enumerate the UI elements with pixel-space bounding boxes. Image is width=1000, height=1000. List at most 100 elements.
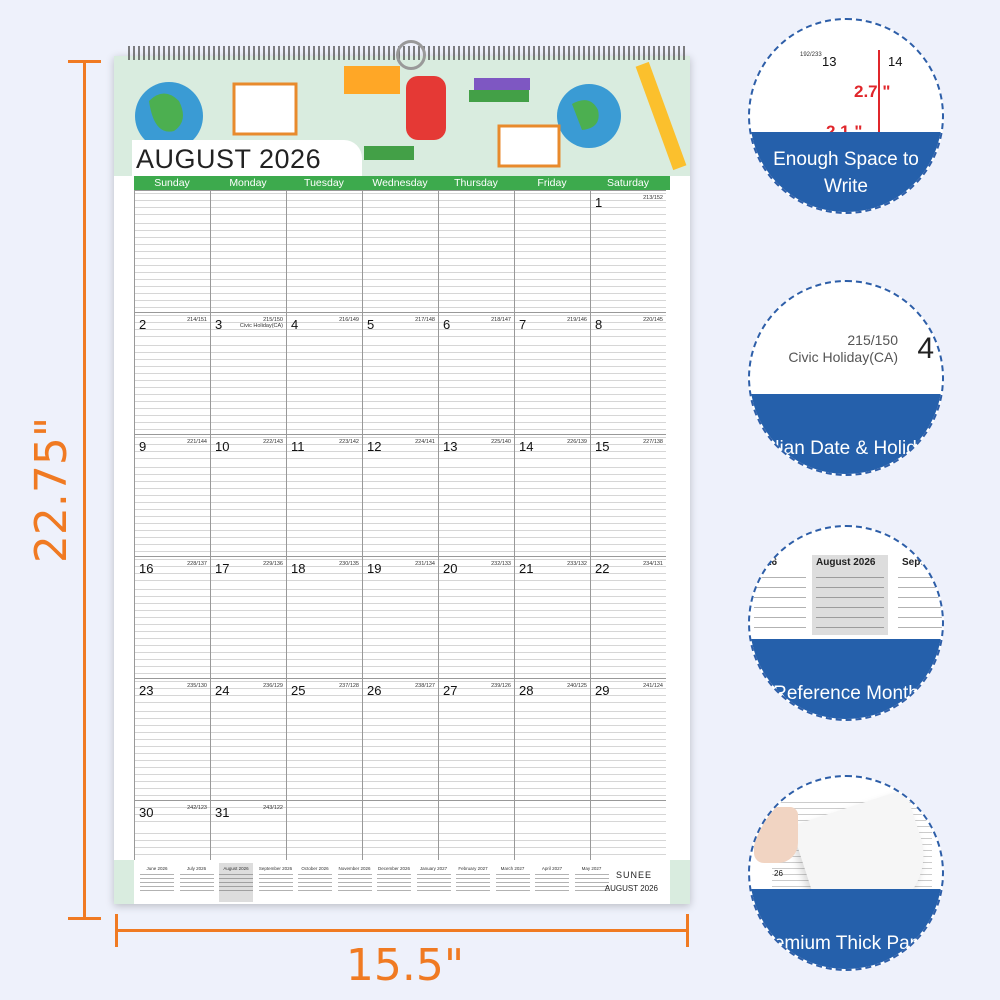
julian-date: 236/129	[263, 683, 283, 689]
julian-date: 241/124	[643, 683, 663, 689]
day-number: 25	[291, 683, 306, 698]
reference-month: July 2026	[179, 866, 214, 894]
day-number: 4	[291, 317, 299, 332]
reference-month-title: September 2026	[258, 866, 293, 871]
julian-date: 228/137	[187, 561, 207, 567]
height-measure-label: 2.7 "	[854, 82, 891, 101]
day-number: 11	[291, 439, 305, 454]
brand-logo: SUNEE	[615, 870, 652, 880]
day-cell: 26 238/127	[362, 678, 438, 800]
reference-month-strip: June 2026 July 2026 August 2026 September 2…	[134, 860, 670, 904]
reference-month: November 2026	[337, 866, 372, 894]
reference-month: April 2027	[535, 866, 569, 894]
zoom-day-14: 14	[888, 54, 903, 69]
zoom-julian: 215/150	[847, 332, 898, 348]
julian-date: 226/139	[567, 439, 587, 445]
day-number: 19	[367, 561, 382, 576]
day-cell: 10 222/143	[210, 434, 286, 556]
day-number: 14	[519, 439, 534, 454]
feature-caption-band	[750, 889, 942, 969]
day-cell: 29 241/124	[590, 678, 666, 800]
julian-date: 221/144	[187, 439, 207, 445]
feature-julian-holiday: 215/150 Civic Holiday(CA) 4 Julian Date …	[748, 280, 944, 476]
reference-month-rows	[456, 874, 490, 894]
day-cell: 9 221/144	[134, 434, 210, 556]
julian-date: 238/127	[415, 683, 435, 689]
day-cell: 15 227/138	[590, 434, 666, 556]
weekday-sunday: Sunday	[154, 177, 190, 189]
reference-month-title: June 2026	[146, 866, 168, 871]
julian-date: 235/130	[187, 683, 207, 689]
zoom-holiday: Civic Holiday(CA)	[788, 349, 898, 365]
day-cell: 23 235/130	[134, 678, 210, 800]
day-cell	[438, 800, 514, 862]
day-number: 2	[139, 317, 147, 332]
wall-calendar-sheet: AUGUST 2026 Sunday Monday Tuesday Wednes…	[114, 56, 690, 904]
julian-date: 242/123	[187, 805, 207, 811]
feature-caption: Julian Date & Holiday	[755, 438, 937, 459]
width-dimension-label: 15.5"	[345, 940, 465, 991]
feature-caption-band	[750, 639, 942, 719]
day-cell: 11 223/142	[286, 434, 362, 556]
width-dimension-line	[117, 929, 688, 932]
reference-month-rows	[416, 874, 451, 894]
day-cell: 19 231/134	[362, 556, 438, 678]
day-cell: 22 234/131	[590, 556, 666, 678]
reference-month: August 2026	[219, 863, 253, 902]
reference-month-title: December 2026	[377, 866, 411, 871]
height-dimension-cap-top	[68, 60, 101, 63]
weekday-header: Sunday Monday Tuesday Wednesday Thursday…	[134, 176, 670, 190]
day-number: 5	[367, 317, 375, 332]
day-cell: 3 215/150 Civic Holiday(CA)	[210, 312, 286, 434]
weekday-saturday: Saturday	[606, 177, 650, 189]
zoom-julian-holiday: 215/150 Civic Holiday(CA)	[788, 332, 898, 366]
school-supplies-illustration	[135, 61, 687, 171]
holiday-label: Civic Holiday(CA)	[239, 323, 283, 329]
reference-month-title: October 2026	[301, 866, 329, 871]
weekday-thursday: Thursday	[454, 177, 498, 189]
day-number: 18	[291, 561, 306, 576]
julian-date: 234/131	[643, 561, 663, 567]
julian-date: 243/122	[263, 805, 283, 811]
day-cell: 5 217/148	[362, 312, 438, 434]
weekday-monday: Monday	[229, 177, 267, 189]
day-number: 15	[595, 439, 610, 454]
weekday-tuesday: Tuesday	[304, 177, 344, 189]
day-number: 3	[215, 317, 223, 332]
zoom-julian-left: 192/233	[800, 52, 822, 58]
zoom-day-4: 4	[917, 332, 934, 365]
day-cell	[362, 190, 438, 312]
reference-month: September 2026	[258, 866, 293, 894]
day-number: 20	[443, 561, 458, 576]
feature-caption: Premium Thick Paper	[754, 933, 938, 954]
julian-date: 215/150	[263, 317, 283, 323]
day-cell: 7 219/146	[514, 312, 590, 434]
day-cell: 6 218/147	[438, 312, 514, 434]
reference-month-rows	[377, 874, 411, 894]
height-dimension-line	[83, 62, 86, 919]
month-title: AUGUST 2026	[136, 144, 322, 174]
julian-date: 218/147	[491, 317, 511, 323]
feature-reference-month: August 2026 26 Septe Reference Month	[748, 525, 944, 721]
day-cell	[210, 190, 286, 312]
reference-month-title: August 2026	[223, 866, 249, 871]
julian-date: 239/126	[491, 683, 511, 689]
height-measure-line	[878, 50, 880, 140]
julian-date: 230/135	[339, 561, 359, 567]
day-cell: 8 220/145	[590, 312, 666, 434]
weekday-wednesday: Wednesday	[372, 177, 428, 189]
day-cell	[286, 800, 362, 862]
height-dimension-label: 22.75"	[26, 416, 77, 564]
day-number: 1	[595, 195, 603, 210]
day-cell: 21 233/132	[514, 556, 590, 678]
day-number: 29	[595, 683, 610, 698]
width-dimension-cap-right	[686, 914, 689, 947]
day-cell: 18 230/135	[286, 556, 362, 678]
reference-month-rows	[495, 874, 530, 894]
day-cell: 27 239/126	[438, 678, 514, 800]
day-cell: 17 229/136	[210, 556, 286, 678]
reference-month-rows	[258, 874, 293, 894]
reference-month-title: July 2026	[186, 866, 207, 871]
reference-month: May 2027	[574, 866, 609, 894]
month-title-tab	[132, 140, 362, 176]
